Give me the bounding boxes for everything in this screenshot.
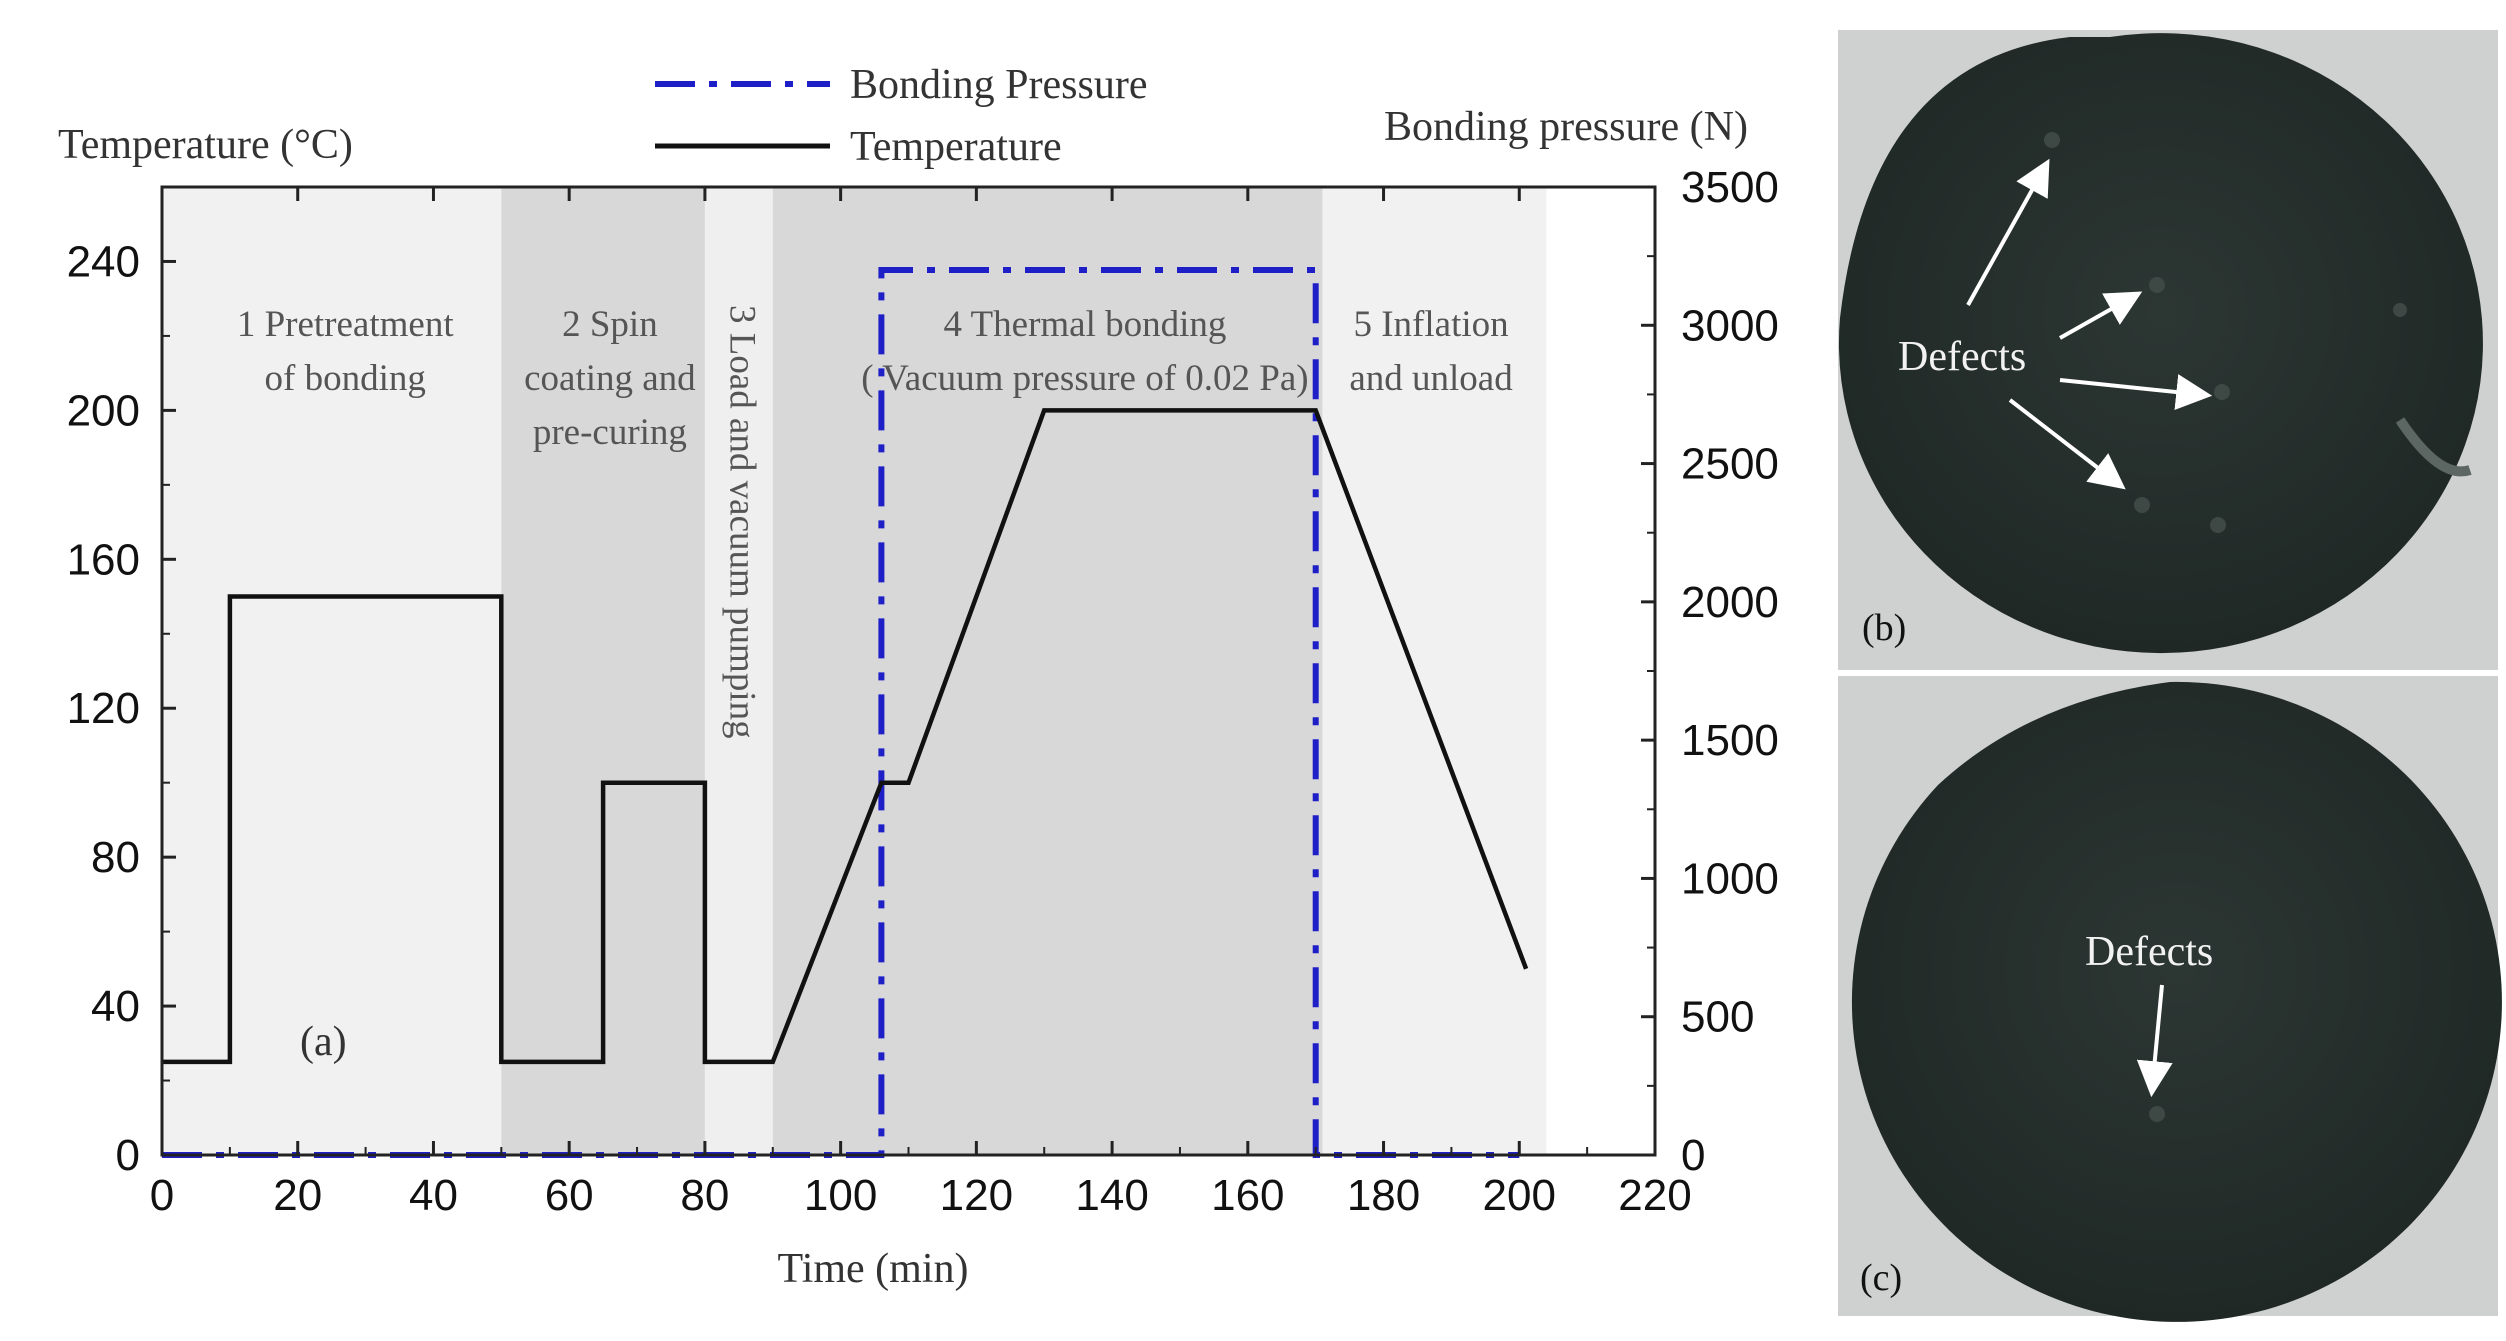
wafer-b-edge-highlight — [2395, 417, 2472, 477]
y-left-tick-label: 0 — [116, 1131, 140, 1180]
phase-band — [704, 187, 773, 1155]
phase-bands — [162, 187, 1547, 1155]
defect-spot — [2210, 517, 2226, 533]
defect-arrow — [2136, 984, 2173, 1098]
defect-spot — [2044, 132, 2060, 148]
wafer-c — [1851, 681, 2502, 1322]
x-axis-title: Time (min) — [778, 1246, 969, 1292]
wafer-b — [1838, 33, 2483, 654]
photo-b-label: (b) — [1862, 607, 1906, 649]
y-right-tick-label: 2000 — [1681, 578, 1779, 627]
defect-spot — [2214, 384, 2230, 400]
legend: Bonding Pressure Temperature — [655, 62, 1148, 170]
x-tick-label: 40 — [409, 1171, 458, 1220]
y-right-tick-label: 2500 — [1681, 440, 1779, 489]
y-right-tick-label: 1500 — [1681, 716, 1779, 765]
defect-arrow — [1966, 158, 2050, 306]
y-axis-left: 0 40 80 120 160 200 240 — [67, 237, 176, 1180]
y-axis-left-title: Temperature (°C) — [58, 122, 353, 168]
x-tick-label: 60 — [545, 1171, 594, 1220]
x-tick-label: 0 — [150, 1171, 174, 1220]
photo-c-label: (c) — [1860, 1257, 1902, 1299]
phase-labels: 1 Pretreatment of bonding 2 Spin coating an… — [237, 304, 1513, 739]
defects-label-b: Defects — [1898, 334, 2026, 380]
defect-arrow — [2059, 291, 2143, 340]
x-tick-label: 140 — [1075, 1171, 1148, 1220]
phase-label: 3 Load and vacuum pumping — [721, 305, 762, 739]
phase-band — [772, 187, 1323, 1155]
phase-label-line: of bonding — [265, 358, 426, 399]
x-tick-label: 80 — [680, 1171, 729, 1220]
defect-spot — [2134, 497, 2150, 513]
x-tick-label: 120 — [940, 1171, 1013, 1220]
y-right-tick-label: 500 — [1681, 993, 1754, 1042]
series-lines — [162, 267, 1529, 1158]
y-left-tick-label: 40 — [91, 982, 140, 1031]
defects-label-c: Defects — [2085, 929, 2213, 975]
y-axis-right-title: Bonding pressure (N) — [1384, 104, 1748, 150]
legend-label-temperature: Temperature — [850, 124, 1062, 170]
x-tick-label: 200 — [1483, 1171, 1556, 1220]
phase-label-line: 4 Thermal bonding — [943, 304, 1226, 345]
photo-b: Defects (b) — [1838, 30, 2498, 670]
x-tick-label: 20 — [273, 1171, 322, 1220]
y-left-tick-label: 120 — [67, 684, 140, 733]
y-right-tick-label: 3000 — [1681, 301, 1779, 350]
phase-label-line: coating and — [524, 358, 696, 399]
phase-label-line: ( Vacuum pressure of 0.02 Pa) — [861, 358, 1308, 399]
defect-arrow — [2059, 374, 2213, 410]
y-left-tick-label: 240 — [67, 237, 140, 286]
y-right-tick-label: 1000 — [1681, 854, 1779, 903]
phase-label-line: pre-curing — [533, 412, 687, 453]
photo-c: Defects (c) — [1838, 676, 2502, 1322]
y-right-tick-label: 0 — [1681, 1131, 1705, 1180]
phase-band — [162, 187, 502, 1155]
x-tick-label: 180 — [1347, 1171, 1420, 1220]
defect-arrow — [2008, 398, 2126, 490]
legend-label-bonding-pressure: Bonding Pressure — [850, 62, 1148, 108]
y-right-tick-label: 3500 — [1681, 163, 1779, 212]
y-left-tick-label: 200 — [67, 386, 140, 435]
series-line-temperature — [162, 408, 1529, 1065]
y-left-tick-label: 80 — [91, 833, 140, 882]
phase-label-line: 2 Spin — [562, 304, 658, 345]
phase-band — [1322, 187, 1547, 1155]
temperature-pressure-chart: 1 Pretreatment of bonding 2 Spin coating an… — [58, 62, 1779, 1292]
panel-a-label: (a) — [300, 1019, 347, 1065]
y-left-tick-label: 160 — [67, 535, 140, 584]
x-axis: 0 20 40 60 80 100 120 140 160 180 200 220 — [150, 187, 1692, 1220]
y-axis-right: 0 500 1000 1500 2000 2500 3000 3500 — [1641, 163, 1779, 1180]
phase-label-line: 1 Pretreatment — [237, 304, 454, 345]
defect-spot — [2149, 1106, 2165, 1122]
x-tick-label: 220 — [1618, 1171, 1691, 1220]
phase-label-line: 5 Inflation — [1353, 304, 1508, 345]
defect-spot — [2149, 277, 2165, 293]
defect-spot — [2393, 303, 2407, 317]
x-tick-label: 160 — [1211, 1171, 1284, 1220]
phase-label-line: and unload — [1349, 358, 1513, 399]
x-tick-label: 100 — [804, 1171, 877, 1220]
